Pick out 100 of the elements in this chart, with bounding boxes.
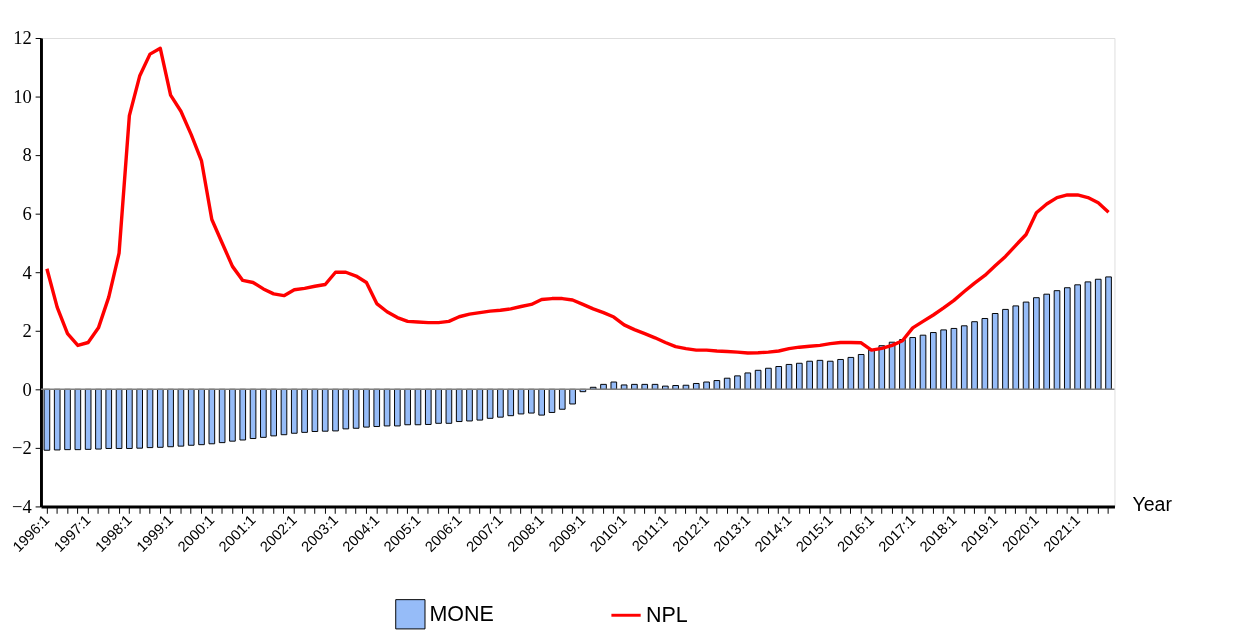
bar (1043, 293, 1051, 390)
bar (455, 388, 463, 423)
bar (785, 363, 793, 390)
y-tick-label: −4 (12, 495, 32, 517)
bar (765, 367, 772, 390)
bar (1012, 305, 1020, 390)
bar (528, 388, 535, 414)
bar (826, 360, 834, 390)
bar (53, 388, 61, 451)
bar (476, 388, 484, 421)
bar (971, 321, 978, 390)
bar (249, 388, 257, 440)
bar (95, 388, 102, 450)
bar (218, 388, 226, 444)
bar (270, 388, 277, 437)
bar (208, 388, 216, 445)
bar (631, 383, 638, 390)
x-axis-title: Year (1132, 492, 1173, 515)
y-tick-label: 8 (22, 144, 32, 166)
bar (960, 325, 968, 390)
bar (723, 377, 731, 390)
bar (1094, 278, 1102, 390)
bar (1053, 290, 1061, 390)
bar (713, 380, 721, 390)
bar (394, 388, 401, 427)
bar (651, 383, 659, 390)
bar (1063, 287, 1071, 390)
y-tick-label: 4 (22, 261, 32, 283)
bar (558, 388, 566, 410)
bar (930, 332, 937, 390)
y-tick-label: 2 (22, 320, 32, 342)
bar (610, 381, 618, 390)
bar (775, 366, 783, 390)
bar (321, 388, 329, 432)
bar (847, 356, 855, 390)
bar (187, 388, 195, 446)
bar (888, 341, 896, 390)
bar (991, 313, 999, 390)
bar (662, 385, 669, 390)
bar (569, 388, 576, 405)
bar (239, 388, 247, 441)
bar (950, 327, 958, 390)
bar (692, 382, 700, 390)
legend-label: NPL (646, 603, 688, 628)
bar (857, 354, 865, 390)
bar (1002, 308, 1009, 390)
bar (1022, 301, 1030, 390)
y-tick-label: 12 (13, 27, 32, 49)
bar (806, 360, 813, 390)
bar (744, 372, 752, 390)
bar (64, 388, 71, 451)
bar (672, 385, 679, 390)
bar (517, 388, 525, 415)
bar (332, 388, 339, 432)
bar (486, 388, 494, 419)
bar (383, 388, 391, 427)
bar (167, 388, 174, 448)
bar (373, 388, 381, 428)
y-tick-label: −2 (12, 437, 32, 459)
bar (837, 358, 844, 390)
bar (1074, 284, 1081, 390)
bar (600, 383, 607, 390)
bar (796, 362, 803, 390)
bar (507, 388, 515, 417)
bar (445, 388, 453, 424)
bar (260, 388, 267, 438)
bar (1084, 281, 1092, 390)
bar (868, 349, 875, 390)
bar (899, 339, 906, 390)
bar (424, 388, 432, 425)
bar (466, 388, 473, 422)
bar (342, 388, 350, 430)
bar (280, 388, 288, 436)
bar (734, 375, 741, 390)
bar (115, 388, 123, 449)
bar (74, 388, 82, 451)
bar (105, 388, 113, 449)
bar (363, 388, 370, 428)
line-series (45, 46, 1111, 355)
bar (548, 388, 556, 413)
bar (435, 388, 442, 424)
bar (620, 384, 628, 390)
bar (84, 388, 92, 450)
bar (981, 318, 989, 390)
bar (414, 388, 422, 426)
bar (290, 388, 298, 434)
bar (177, 388, 185, 447)
bar (909, 337, 917, 390)
bar (878, 345, 886, 390)
bar (352, 388, 360, 429)
y-tick-label: 6 (22, 203, 32, 225)
bar (754, 369, 762, 390)
bar (641, 383, 649, 390)
bar (156, 388, 164, 448)
bar (126, 388, 133, 449)
bar (1105, 276, 1112, 390)
legend-label: MONE (429, 602, 494, 627)
bar (229, 388, 236, 442)
y-tick-label: 0 (22, 378, 32, 400)
bar (198, 388, 205, 446)
